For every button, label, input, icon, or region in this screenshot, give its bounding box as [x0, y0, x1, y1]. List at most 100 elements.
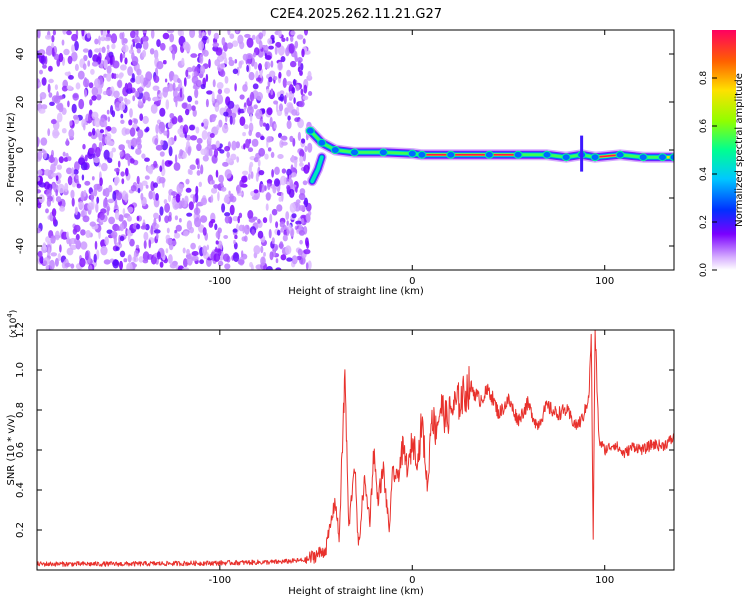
noise-blob [274, 166, 280, 175]
noise-blob [249, 161, 254, 168]
noise-blob [48, 65, 53, 72]
noise-blob [126, 229, 132, 236]
noise-blob [96, 249, 100, 260]
noise-blob [148, 239, 152, 249]
noise-blob [51, 208, 57, 217]
noise-blob [274, 46, 278, 55]
noise-blob [243, 143, 246, 150]
spectrogram-y-label: Frequency (Hz) [6, 112, 17, 188]
noise-blob [141, 153, 146, 159]
signal-knot [446, 150, 456, 159]
noise-blob [302, 95, 309, 101]
noise-blob [198, 40, 205, 51]
noise-blob [230, 153, 237, 161]
noise-blob [179, 149, 184, 157]
noise-blob [144, 175, 150, 180]
noise-blob [228, 190, 231, 196]
noise-blob [163, 130, 168, 136]
signal-branch [310, 155, 324, 183]
noise-blob [235, 30, 239, 34]
noise-blob [169, 113, 175, 119]
snr-x-ticks: -100 0 100 [208, 330, 614, 586]
noise-blob [50, 163, 56, 173]
noise-blob [212, 42, 220, 48]
noise-blob [167, 215, 172, 222]
noise-blob [63, 157, 69, 162]
noise-blob [85, 230, 91, 238]
noise-blob [188, 201, 194, 211]
noise-blob [238, 108, 246, 114]
noise-blob [119, 250, 126, 258]
noise-blob [104, 236, 109, 246]
signal-knot [542, 150, 552, 159]
signal-knot [330, 146, 340, 154]
noise-blob [285, 211, 290, 221]
noise-blob [153, 85, 157, 91]
noise-blob [191, 251, 199, 256]
noise-blob [67, 100, 70, 108]
noise-blob [301, 138, 306, 144]
x-tick-label: 100 [595, 575, 614, 586]
noise-blob [225, 115, 228, 123]
noise-blob [293, 97, 296, 104]
snr-scale-suffix: ) [9, 310, 19, 314]
noise-blob [208, 58, 211, 69]
noise-blob [79, 257, 86, 268]
noise-blob [183, 258, 188, 268]
noise-blob [217, 260, 224, 267]
noise-blob [108, 216, 115, 225]
noise-blob [287, 115, 291, 121]
noise-blob [270, 60, 274, 68]
noise-blob [163, 199, 168, 205]
noise-blob [168, 46, 173, 52]
noise-blob [101, 30, 107, 37]
noise-blob [45, 208, 49, 214]
noise-blob [95, 202, 99, 213]
noise-blob [303, 249, 311, 255]
noise-blob [222, 253, 230, 262]
noise-blob [231, 40, 239, 47]
noise-blob [103, 198, 108, 209]
noise-blob [190, 242, 196, 250]
noise-blob [223, 111, 229, 117]
noise-blob [38, 81, 42, 88]
noise-blob [50, 119, 57, 125]
noise-blob [66, 247, 74, 256]
noise-blob [181, 57, 185, 66]
noise-blob [113, 90, 120, 99]
noise-blob [54, 84, 59, 91]
noise-blob [164, 202, 171, 213]
noise-blob [280, 175, 287, 186]
noise-blob [74, 206, 78, 216]
noise-blob [186, 248, 190, 256]
noise-blob [221, 186, 227, 192]
noise-blob [198, 181, 202, 187]
noise-blob [294, 117, 300, 123]
noise-blob [168, 146, 173, 157]
noise-blob [56, 112, 63, 123]
noise-blob [264, 185, 267, 192]
noise-blob [153, 182, 158, 188]
noise-blob [252, 83, 259, 90]
noise-blob [39, 255, 44, 264]
snr-x-label: Height of straight line (km) [288, 586, 424, 597]
noise-blob [218, 119, 223, 128]
noise-blob [268, 228, 272, 239]
noise-blob [67, 156, 72, 162]
colorbar-tick-label: 0.8 [699, 71, 709, 86]
noise-blob [71, 44, 75, 53]
signal-knot [590, 153, 600, 162]
noise-blob [196, 170, 201, 176]
noise-blob [52, 30, 57, 36]
noise-blob [125, 139, 130, 144]
signal-knot [658, 153, 667, 162]
noise-blob [303, 84, 308, 94]
noise-blob [157, 90, 160, 95]
noise-blob [135, 148, 142, 155]
noise-blob [297, 131, 301, 141]
noise-blob [140, 192, 144, 201]
noise-blob [158, 214, 161, 223]
noise-blob [232, 68, 239, 75]
noise-blob [87, 60, 91, 67]
